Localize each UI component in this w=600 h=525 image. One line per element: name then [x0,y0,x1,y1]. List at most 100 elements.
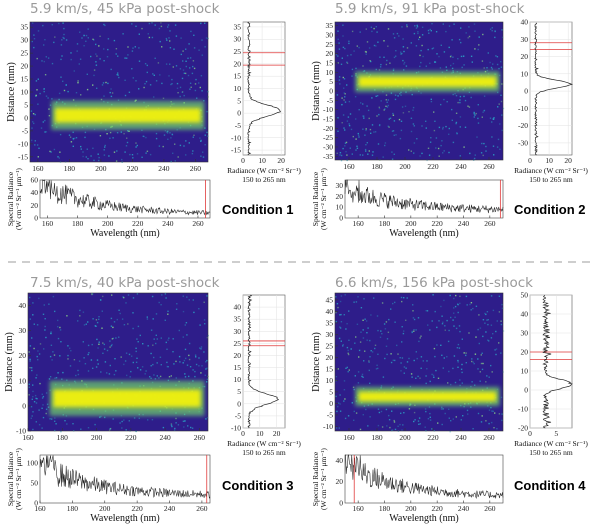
noise-pixel [462,415,464,417]
noise-pixel [31,139,33,142]
noise-pixel [456,347,459,349]
profile-ytick-label: 25 [234,339,242,348]
noise-pixel [53,354,56,356]
noise-pixel [496,63,499,66]
noise-pixel [494,349,496,351]
noise-pixel [108,429,111,431]
profile-grid [529,21,572,155]
noise-pixel [442,321,444,323]
noise-pixel [400,129,403,132]
noise-pixel [160,304,162,306]
noise-pixel [481,368,484,371]
noise-pixel [348,124,351,127]
image-ytick-label: 0 [22,401,26,410]
noise-pixel [403,366,406,368]
noise-pixel [500,320,502,322]
spectrum-xtick-label: 200 [102,219,114,228]
image-ytick-label: -30 [323,142,333,151]
noise-pixel [80,94,82,96]
noise-pixel [31,337,33,339]
noise-pixel [184,324,186,326]
noise-pixel [359,341,362,343]
noise-pixel [359,31,361,33]
noise-pixel [184,373,186,375]
noise-pixel [495,353,497,356]
noise-pixel [405,367,407,369]
noise-pixel [183,72,186,74]
noise-pixel [362,115,364,117]
noise-pixel [180,37,182,39]
noise-pixel [393,37,396,39]
noise-pixel [175,65,178,67]
noise-pixel [429,28,431,31]
noise-pixel [344,101,347,103]
noise-pixel [353,419,355,421]
noise-pixel [496,56,499,58]
noise-pixel [449,55,452,58]
noise-pixel [419,377,421,379]
noise-pixel [448,417,450,419]
noise-pixel [84,136,86,139]
noise-pixel [358,136,360,138]
noise-pixel [393,134,395,136]
noise-pixel [386,338,389,340]
noise-pixel [96,87,98,89]
noise-pixel [85,40,87,42]
noise-pixel [77,373,80,376]
noise-pixel [341,97,343,99]
profile-ytick-label: 30 [234,35,242,44]
noise-pixel [392,130,395,132]
noise-pixel [405,319,407,321]
noise-pixel [99,135,102,137]
noise-pixel [41,407,43,409]
noise-pixel [185,140,187,142]
noise-pixel [161,82,163,85]
noise-pixel [90,55,92,58]
noise-pixel [399,93,401,95]
noise-pixel [374,347,376,350]
noise-pixel [98,156,100,159]
noise-pixel [106,372,108,374]
noise-pixel [187,425,189,427]
noise-pixel [453,307,455,309]
noise-pixel [349,113,352,115]
noise-pixel [186,364,189,366]
noise-pixel [170,424,173,426]
noise-pixel [153,338,155,340]
image-ytick-label: -5 [327,410,333,419]
noise-pixel [203,385,206,388]
noise-pixel [370,26,373,28]
image-ylabel: Distance (mm) [311,332,322,392]
noise-pixel [40,127,43,129]
image-ytick-label: 35 [326,21,334,30]
noise-pixel [463,95,465,98]
noise-pixel [358,349,361,352]
noise-pixel [403,50,405,53]
noise-pixel [121,427,123,429]
noise-pixel [75,92,78,94]
noise-pixel [345,367,347,369]
noise-pixel [491,410,493,412]
noise-pixel [194,83,197,85]
noise-pixel [181,77,184,80]
profile-ytick-label: 10 [521,367,529,376]
noise-pixel [490,324,493,326]
noise-pixel [150,352,152,355]
noise-pixel [448,46,450,49]
noise-pixel [378,107,381,110]
noise-pixel [339,152,342,154]
noise-pixel [73,137,76,140]
image-ylabel: Distance (mm) [6,62,17,122]
noise-pixel [427,418,430,420]
noise-pixel [474,30,476,32]
noise-pixel [131,23,133,25]
noise-pixel [198,82,200,84]
noise-pixel [111,343,113,346]
noise-pixel [415,377,417,379]
noise-pixel [167,24,170,26]
noise-pixel [120,356,122,358]
noise-pixel [337,368,339,370]
noise-pixel [29,360,31,362]
